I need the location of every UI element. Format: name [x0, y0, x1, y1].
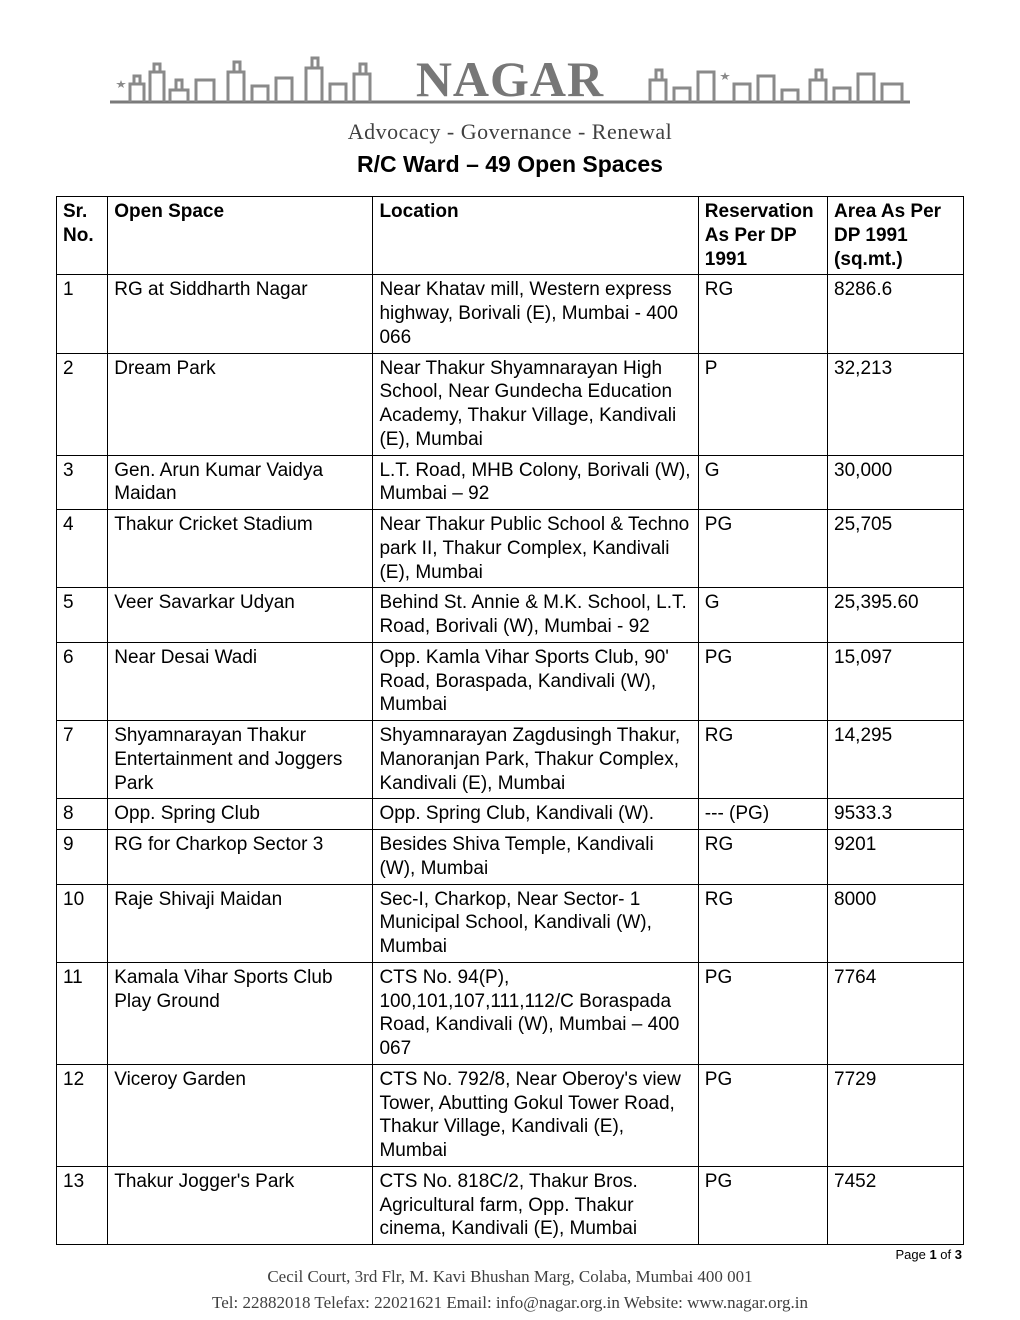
cell-sr: 13 [57, 1166, 108, 1244]
table-row: 9RG for Charkop Sector 3Besides Shiva Te… [57, 830, 964, 885]
cell-res: RG [698, 721, 827, 799]
cell-area: 9201 [828, 830, 964, 885]
cell-open: Kamala Vihar Sports Club Play Ground [108, 962, 373, 1064]
col-open: Open Space [108, 197, 373, 275]
nagar-skyline-logo: NAGAR [110, 50, 910, 106]
cell-loc: Near Thakur Shyamnarayan High School, Ne… [373, 353, 698, 455]
cell-open: Near Desai Wadi [108, 642, 373, 720]
cell-loc: CTS No. 94(P), 100,101,107,111,112/C Bor… [373, 962, 698, 1064]
cell-loc: Behind St. Annie & M.K. School, L.T. Roa… [373, 588, 698, 643]
cell-sr: 10 [57, 884, 108, 962]
table-row: 10Raje Shivaji MaidanSec-I, Charkop, Nea… [57, 884, 964, 962]
table-row: 2Dream ParkNear Thakur Shyamnarayan High… [57, 353, 964, 455]
cell-open: Thakur Jogger's Park [108, 1166, 373, 1244]
cell-loc: CTS No. 818C/2, Thakur Bros. Agricultura… [373, 1166, 698, 1244]
cell-open: Raje Shivaji Maidan [108, 884, 373, 962]
cell-res: G [698, 588, 827, 643]
cell-open: Viceroy Garden [108, 1064, 373, 1166]
table-row: 8Opp. Spring ClubOpp. Spring Club, Kandi… [57, 799, 964, 830]
cell-loc: Opp. Spring Club, Kandivali (W). [373, 799, 698, 830]
cell-area: 30,000 [828, 455, 964, 510]
cell-res: PG [698, 1166, 827, 1244]
cell-area: 7729 [828, 1064, 964, 1166]
cell-res: PG [698, 642, 827, 720]
footer-line-2: Tel: 22882018 Telefax: 22021621 Email: i… [56, 1290, 964, 1316]
page-sep: of [937, 1247, 955, 1262]
cell-sr: 6 [57, 642, 108, 720]
cell-loc: Sec-I, Charkop, Near Sector- 1 Municipal… [373, 884, 698, 962]
table-row: 1RG at Siddharth NagarNear Khatav mill, … [57, 275, 964, 353]
table-row: 3Gen. Arun Kumar Vaidya MaidanL.T. Road,… [57, 455, 964, 510]
cell-sr: 12 [57, 1064, 108, 1166]
cell-sr: 8 [57, 799, 108, 830]
cell-open: RG for Charkop Sector 3 [108, 830, 373, 885]
cell-sr: 3 [57, 455, 108, 510]
cell-loc: Besides Shiva Temple, Kandivali (W), Mum… [373, 830, 698, 885]
cell-res: PG [698, 1064, 827, 1166]
cell-loc: Shyamnarayan Zagdusingh Thakur, Manoranj… [373, 721, 698, 799]
cell-area: 8286.6 [828, 275, 964, 353]
cell-sr: 5 [57, 588, 108, 643]
cell-res: P [698, 353, 827, 455]
cell-open: Dream Park [108, 353, 373, 455]
cell-sr: 7 [57, 721, 108, 799]
open-spaces-table: Sr. No. Open Space Location Reservation … [56, 196, 964, 1245]
cell-area: 25,395.60 [828, 588, 964, 643]
cell-sr: 9 [57, 830, 108, 885]
cell-area: 8000 [828, 884, 964, 962]
table-row: 13Thakur Jogger's ParkCTS No. 818C/2, Th… [57, 1166, 964, 1244]
footer-line-1: Cecil Court, 3rd Flr, M. Kavi Bhushan Ma… [56, 1264, 964, 1290]
cell-area: 7764 [828, 962, 964, 1064]
cell-area: 14,295 [828, 721, 964, 799]
cell-sr: 2 [57, 353, 108, 455]
cell-res: RG [698, 830, 827, 885]
cell-open: Gen. Arun Kumar Vaidya Maidan [108, 455, 373, 510]
cell-area: 7452 [828, 1166, 964, 1244]
table-row: 4Thakur Cricket StadiumNear Thakur Publi… [57, 510, 964, 588]
footer: Cecil Court, 3rd Flr, M. Kavi Bhushan Ma… [56, 1264, 964, 1315]
page-indicator: Page 1 of 3 [56, 1247, 964, 1262]
cell-res: RG [698, 275, 827, 353]
cell-area: 32,213 [828, 353, 964, 455]
cell-area: 9533.3 [828, 799, 964, 830]
cell-open: Veer Savarkar Udyan [108, 588, 373, 643]
table-header-row: Sr. No. Open Space Location Reservation … [57, 197, 964, 275]
logo-row: NAGAR Advocacy - Governance - Renewal [56, 50, 964, 145]
cell-res: PG [698, 962, 827, 1064]
table-row: 12Viceroy GardenCTS No. 792/8, Near Ober… [57, 1064, 964, 1166]
col-sr: Sr. No. [57, 197, 108, 275]
cell-res: RG [698, 884, 827, 962]
cell-area: 15,097 [828, 642, 964, 720]
cell-open: RG at Siddharth Nagar [108, 275, 373, 353]
cell-sr: 4 [57, 510, 108, 588]
cell-res: PG [698, 510, 827, 588]
cell-loc: CTS No. 792/8, Near Oberoy's view Tower,… [373, 1064, 698, 1166]
cell-loc: L.T. Road, MHB Colony, Borivali (W), Mum… [373, 455, 698, 510]
table-row: 5Veer Savarkar UdyanBehind St. Annie & M… [57, 588, 964, 643]
table-row: 7Shyamnarayan Thakur Entertainment and J… [57, 721, 964, 799]
cell-loc: Near Khatav mill, Western express highwa… [373, 275, 698, 353]
cell-open: Opp. Spring Club [108, 799, 373, 830]
svg-text:NAGAR: NAGAR [416, 51, 604, 106]
document-page: NAGAR Advocacy - Governance - Renewal [0, 0, 1020, 1320]
col-res: Reservation As Per DP 1991 [698, 197, 827, 275]
table-row: 11Kamala Vihar Sports Club Play GroundCT… [57, 962, 964, 1064]
page-total: 3 [955, 1247, 962, 1262]
cell-sr: 1 [57, 275, 108, 353]
col-loc: Location [373, 197, 698, 275]
cell-res: G [698, 455, 827, 510]
cell-open: Thakur Cricket Stadium [108, 510, 373, 588]
cell-open: Shyamnarayan Thakur Entertainment and Jo… [108, 721, 373, 799]
table-row: 6Near Desai WadiOpp. Kamla Vihar Sports … [57, 642, 964, 720]
page-word: Page [895, 1247, 929, 1262]
cell-loc: Opp. Kamla Vihar Sports Club, 90' Road, … [373, 642, 698, 720]
cell-loc: Near Thakur Public School & Techno park … [373, 510, 698, 588]
tagline: Advocacy - Governance - Renewal [56, 119, 964, 145]
page-title: R/C Ward – 49 Open Spaces [56, 151, 964, 178]
page-current: 1 [929, 1247, 936, 1262]
cell-area: 25,705 [828, 510, 964, 588]
col-area: Area As Per DP 1991 (sq.mt.) [828, 197, 964, 275]
cell-sr: 11 [57, 962, 108, 1064]
cell-res: --- (PG) [698, 799, 827, 830]
